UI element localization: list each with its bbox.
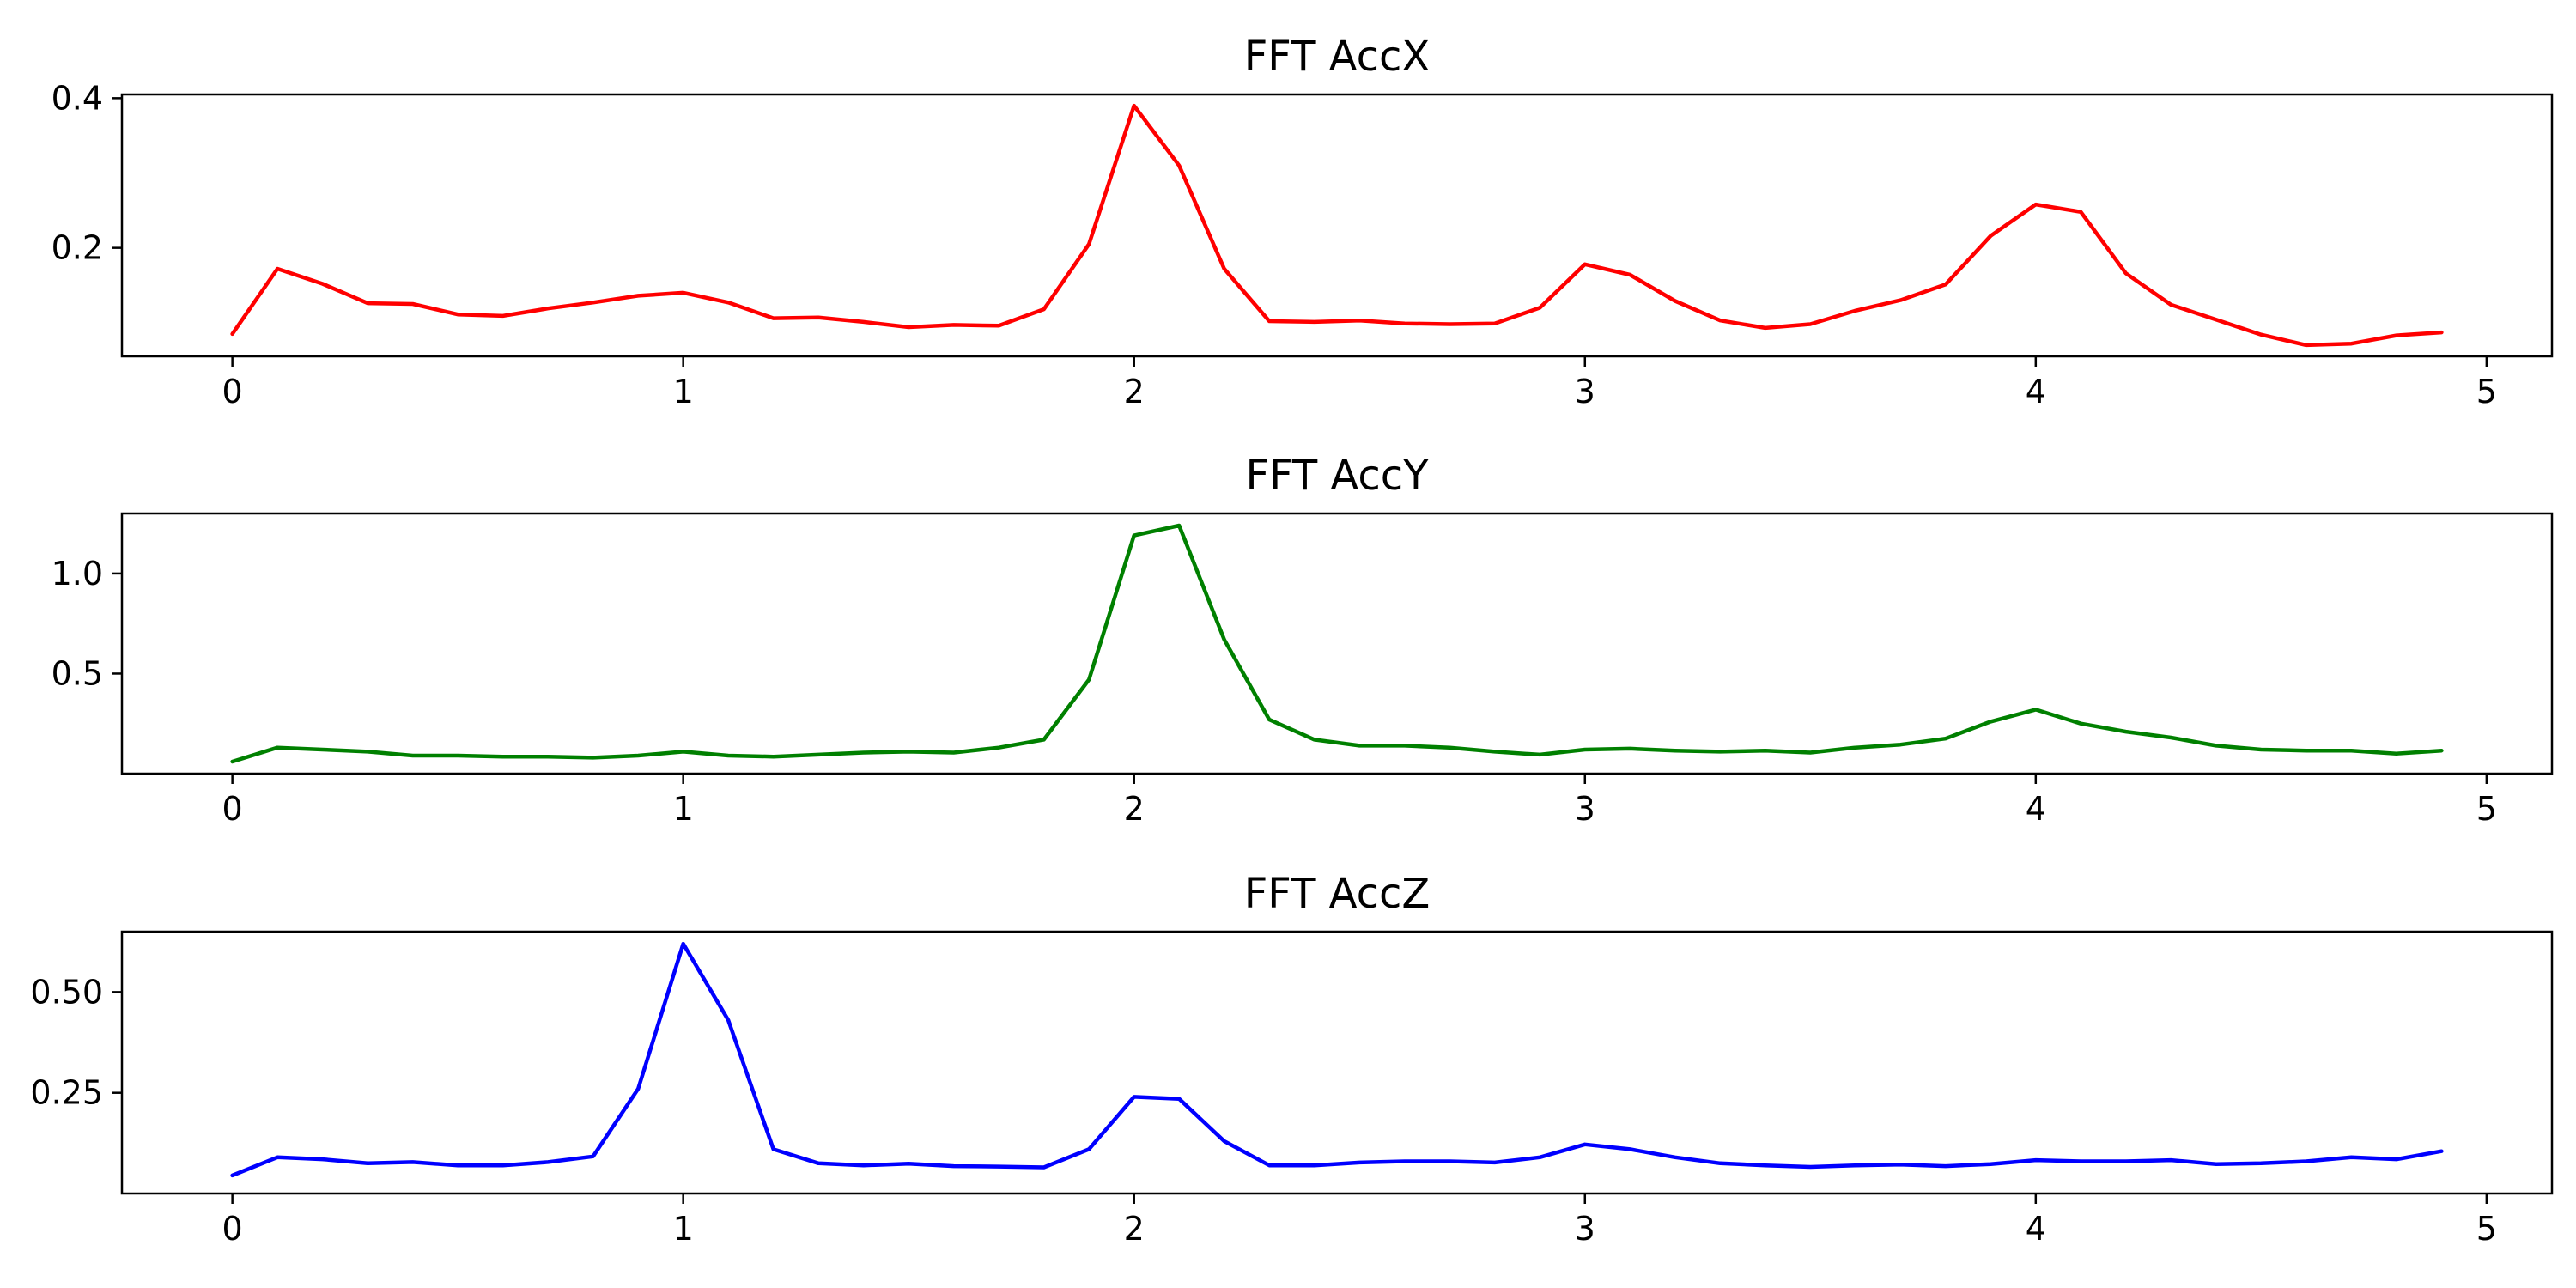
y-tick-label: 1.0 [52, 555, 103, 592]
plot-frame [120, 930, 2554, 1195]
x-tick-label: 1 [673, 790, 694, 828]
x-tick-label: 5 [2476, 373, 2497, 410]
series-line [230, 523, 2444, 764]
chart-title: FFT AccZ [1244, 870, 1431, 918]
x-tick-label: 0 [222, 1210, 243, 1248]
plot-frame [120, 512, 2554, 775]
x-tick-label: 0 [222, 790, 243, 828]
subplot-accx: FFT AccX 0 1 2 3 4 5 0.2 0.4 [52, 33, 2554, 410]
x-tick-label: 1 [673, 1210, 694, 1248]
x-tick-label: 5 [2476, 1210, 2497, 1248]
series-line [230, 941, 2444, 1178]
chart-title: FFT AccX [1244, 33, 1431, 81]
x-tick-label: 4 [2026, 373, 2046, 410]
x-tick-label: 3 [1575, 790, 1595, 828]
y-tick-label: 0.25 [30, 1074, 103, 1112]
x-tick-label: 2 [1124, 373, 1145, 410]
subplot-accz: FFT AccZ 0 1 2 3 4 5 0.25 0.50 [30, 870, 2554, 1248]
x-tick-label: 5 [2476, 790, 2497, 828]
y-tick-label: 0.5 [52, 654, 103, 692]
x-tick-label: 3 [1575, 373, 1595, 410]
x-tick-label: 0 [222, 373, 243, 410]
x-tick-label: 1 [673, 373, 694, 410]
y-tick-label: 0.2 [52, 229, 103, 267]
x-tick-label: 4 [2026, 1210, 2046, 1248]
y-tick-label: 0.4 [52, 79, 103, 117]
x-tick-label: 2 [1124, 790, 1145, 828]
plot-frame [120, 93, 2554, 358]
x-tick-label: 4 [2026, 790, 2046, 828]
chart-title: FFT AccY [1245, 452, 1429, 500]
subplot-accy: FFT AccY 0 1 2 3 4 5 0.5 1.0 [52, 452, 2554, 828]
x-tick-label: 2 [1124, 1210, 1145, 1248]
series-line [230, 103, 2444, 348]
y-tick-label: 0.50 [30, 973, 103, 1011]
x-tick-label: 3 [1575, 1210, 1595, 1248]
